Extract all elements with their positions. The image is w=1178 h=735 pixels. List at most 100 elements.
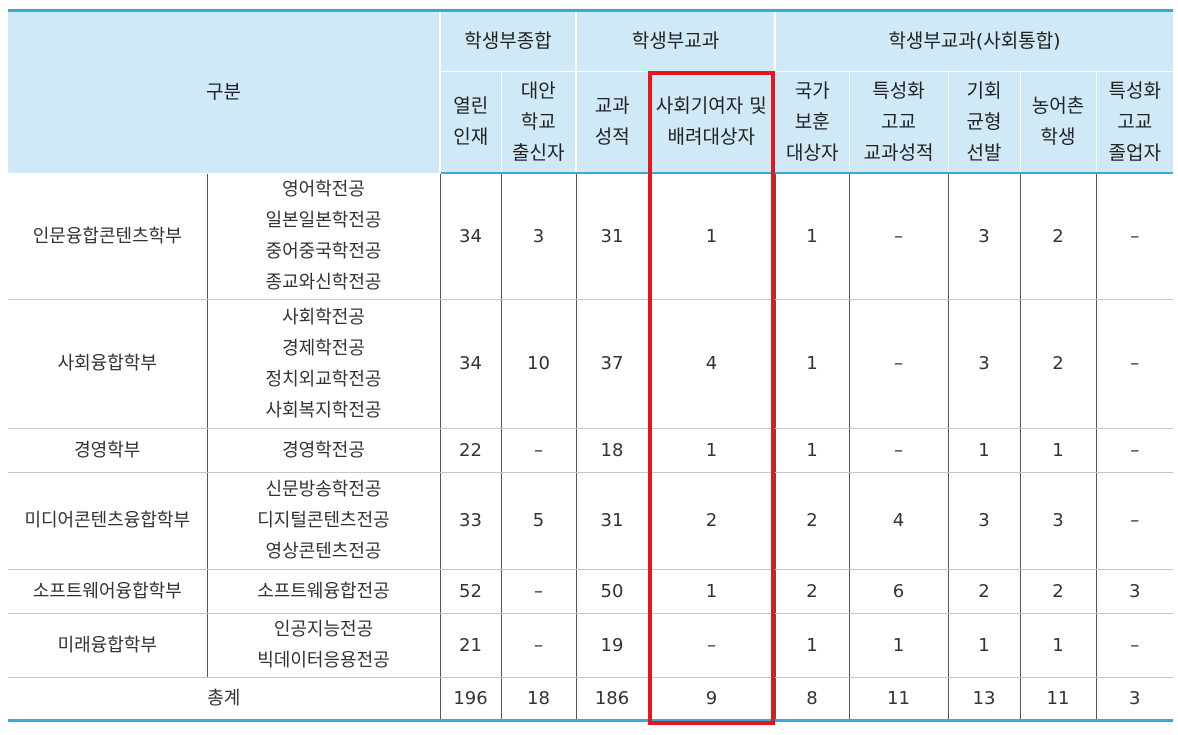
value-cell: 2 — [775, 569, 850, 614]
value-cell: 2 — [775, 472, 850, 570]
table-row: 소프트웨어융합학부 소프트웨융합전공 52–50 1 2 6 2 2 3 — [8, 569, 1174, 614]
header-group-subject: 학생부교과 — [576, 10, 776, 72]
header-group-social: 학생부교과(사회통합) — [775, 10, 1174, 72]
major-name: 사회복지학전공 — [265, 399, 382, 421]
value-cell: – — [501, 613, 577, 678]
value-cell: 31 — [576, 173, 649, 300]
value-cell: 18 — [576, 428, 649, 473]
value-cell: – — [501, 569, 577, 614]
header-open-talent: 열린 인재 — [440, 71, 502, 174]
value-cell: 3 — [948, 173, 1021, 300]
value-cell: 34 — [440, 173, 502, 300]
value-cell: – — [849, 299, 949, 429]
major-name: 영어학전공 — [282, 179, 365, 200]
value-cell: 37 — [576, 299, 649, 429]
total-value-cell: 11 — [849, 677, 949, 722]
major-name: 종교와신학전공 — [265, 272, 382, 293]
value-cell: 1 — [948, 428, 1021, 473]
value-cell: 2 — [1020, 299, 1097, 429]
major-name: 신문방송학전공 — [265, 479, 382, 500]
value-cell: 1 — [648, 173, 776, 300]
table-row: 사회융합학부 사회학전공 경제학전공 정치외교학전공 사회복지학전공 34 10 37 4 1–3… — [8, 299, 1174, 429]
total-label: 총계 — [8, 677, 441, 722]
value-cell: 3 — [948, 299, 1021, 429]
total-value-cell: 8 — [775, 677, 850, 722]
value-cell: 4 — [648, 299, 776, 429]
major-name: 소프트웨융합전공 — [257, 580, 390, 602]
value-cell: – — [1096, 472, 1174, 570]
majors-cell: 경영학전공 — [207, 428, 441, 473]
value-cell: – — [1096, 428, 1174, 473]
value-cell: 34 — [440, 299, 502, 429]
major-name: 일본일본학전공 — [265, 210, 382, 231]
value-cell: 3 — [1096, 569, 1174, 614]
value-cell: 1 — [775, 299, 850, 429]
header-veterans: 국가 보훈 대상자 — [775, 71, 850, 174]
faculty-cell: 사회융합학부 — [8, 299, 208, 429]
total-value-cell: 9 — [648, 677, 776, 722]
value-cell: 1 — [648, 569, 776, 614]
value-cell: – — [648, 613, 776, 678]
major-name: 정치외교학전공 — [265, 368, 382, 390]
total-value-cell: 3 — [1096, 677, 1174, 722]
value-cell: 31 — [576, 472, 649, 570]
value-cell: 1 — [648, 428, 776, 473]
value-cell: – — [849, 173, 949, 300]
value-cell: 1 — [948, 613, 1021, 678]
value-cell: 50 — [576, 569, 649, 614]
value-cell: 2 — [648, 472, 776, 570]
header-vocational-grades: 특성화 고교 교과성적 — [849, 71, 949, 174]
total-value-cell: 196 — [440, 677, 502, 722]
major-name: 사회학전공 — [282, 306, 365, 328]
value-cell: 33 — [440, 472, 502, 570]
major-name: 디지털콘텐츠전공 — [257, 510, 390, 531]
faculty-cell: 미디어콘텐츠융합학부 — [8, 472, 208, 570]
table-row: 인문융합콘텐츠학부 영어학전공 일본일본학전공 중어중국학전공 종교와신학전공 34 3 31… — [8, 173, 1174, 300]
value-cell: 22 — [440, 428, 502, 473]
total-value-cell: 13 — [948, 677, 1021, 722]
value-cell: – — [849, 428, 949, 473]
value-cell: 21 — [440, 613, 502, 678]
value-cell: 3 — [501, 173, 577, 300]
header-opportunity-balance: 기회 균형 선발 — [948, 71, 1021, 174]
major-name: 경영학전공 — [282, 439, 365, 461]
value-cell: 6 — [849, 569, 949, 614]
value-cell: 1 — [775, 428, 850, 473]
admission-quota-table: 구분 학생부종합 학생부교과 학생부교과(사회통합) 열린 인재 대안 학교 출신자 … — [8, 9, 1174, 722]
total-row: 총계 196 18 186 9 8 11 13 11 3 — [8, 677, 1174, 722]
majors-cell: 신문방송학전공 디지털콘텐츠전공 영상콘텐츠전공 — [207, 472, 441, 570]
value-cell: 4 — [849, 472, 949, 570]
header-alternative-school: 대안 학교 출신자 — [501, 71, 577, 174]
faculty-cell: 인문융합콘텐츠학부 — [8, 173, 208, 300]
header-vocational-graduates: 특성화 고교 졸업자 — [1096, 71, 1174, 174]
majors-cell: 소프트웨융합전공 — [207, 569, 441, 614]
value-cell: 1 — [775, 173, 850, 300]
major-name: 경제학전공 — [282, 337, 365, 359]
value-cell: – — [1096, 613, 1174, 678]
header-subject-grades: 교과 성적 — [576, 71, 649, 174]
value-cell: 10 — [501, 299, 577, 429]
value-cell: 2 — [1020, 569, 1097, 614]
header-category: 구분 — [8, 10, 441, 174]
value-cell: 52 — [440, 569, 502, 614]
table-row: 경영학부 경영학전공 22–18 1 1–1 1– — [8, 428, 1174, 473]
total-value-cell: 11 — [1020, 677, 1097, 722]
value-cell: 3 — [1020, 472, 1097, 570]
header-rural-students: 농어촌 학생 — [1020, 71, 1097, 174]
total-value-cell: 18 — [501, 677, 577, 722]
value-cell: – — [1096, 173, 1174, 300]
value-cell: 19 — [576, 613, 649, 678]
major-name: 인공지능전공 — [273, 619, 374, 640]
header-group-comprehensive: 학생부종합 — [440, 10, 577, 72]
table-row: 미디어콘텐츠융합학부 신문방송학전공 디지털콘텐츠전공 영상콘텐츠전공 33 5 31 2 2 4… — [8, 472, 1174, 570]
faculty-cell: 미래융합학부 — [8, 613, 208, 678]
faculty-cell: 소프트웨어융합학부 — [8, 569, 208, 614]
major-name: 빅데이터응용전공 — [257, 650, 390, 671]
value-cell: 3 — [948, 472, 1021, 570]
value-cell: – — [501, 428, 577, 473]
value-cell: – — [1096, 299, 1174, 429]
value-cell: 2 — [948, 569, 1021, 614]
value-cell: 5 — [501, 472, 577, 570]
